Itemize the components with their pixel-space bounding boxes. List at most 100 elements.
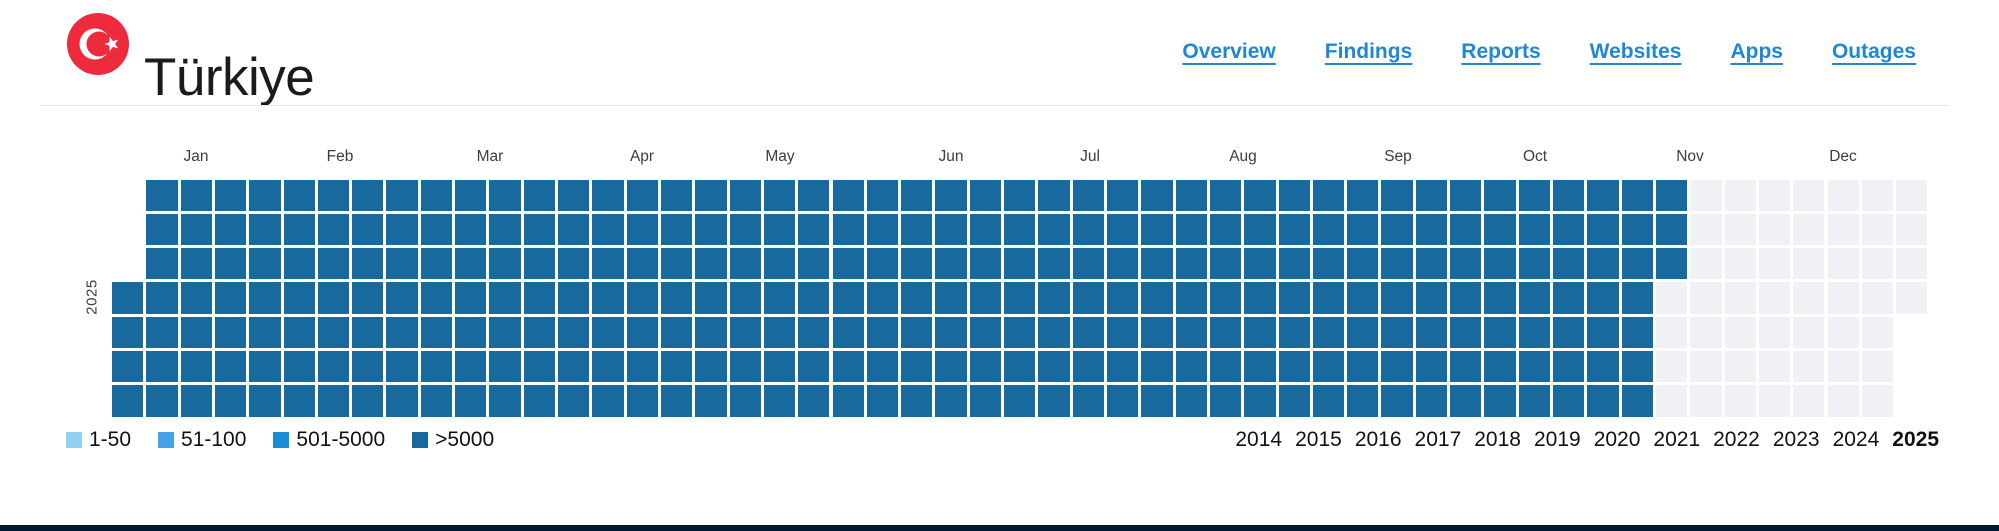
day-cell-empty[interactable] bbox=[1793, 248, 1825, 280]
day-cell-measured[interactable] bbox=[1312, 213, 1345, 246]
day-cell-measured[interactable] bbox=[695, 316, 727, 349]
day-cell-measured[interactable] bbox=[1106, 385, 1139, 417]
day-cell-measured[interactable] bbox=[455, 385, 487, 417]
day-cell-measured[interactable] bbox=[420, 351, 453, 383]
day-cell-measured[interactable] bbox=[420, 316, 453, 349]
day-cell-measured[interactable] bbox=[626, 351, 658, 383]
day-cell-measured[interactable] bbox=[660, 385, 693, 417]
day-cell-measured[interactable] bbox=[626, 248, 658, 280]
day-cell-measured[interactable] bbox=[901, 351, 933, 383]
day-cell-measured[interactable] bbox=[180, 282, 212, 314]
day-cell-measured[interactable] bbox=[317, 282, 350, 314]
nav-link-outages[interactable]: Outages bbox=[1831, 40, 1916, 63]
day-cell-measured[interactable] bbox=[1141, 179, 1173, 211]
day-cell-measured[interactable] bbox=[1004, 385, 1036, 417]
year-option-2022[interactable]: 2022 bbox=[1713, 428, 1760, 451]
day-cell-measured[interactable] bbox=[866, 213, 899, 246]
day-cell-measured[interactable] bbox=[1415, 179, 1448, 211]
day-cell-measured[interactable] bbox=[1175, 282, 1207, 314]
day-cell-measured[interactable] bbox=[1587, 351, 1619, 383]
day-cell-measured[interactable] bbox=[1072, 282, 1104, 314]
day-cell-empty[interactable] bbox=[1724, 248, 1756, 280]
day-cell-empty[interactable] bbox=[1655, 385, 1688, 417]
day-cell-measured[interactable] bbox=[1278, 316, 1310, 349]
day-cell-empty[interactable] bbox=[1724, 282, 1756, 314]
day-cell-measured[interactable] bbox=[1038, 282, 1070, 314]
day-cell-measured[interactable] bbox=[214, 316, 247, 349]
day-cell-measured[interactable] bbox=[1415, 316, 1448, 349]
day-cell-measured[interactable] bbox=[695, 385, 727, 417]
day-cell-measured[interactable] bbox=[1553, 316, 1585, 349]
day-cell-measured[interactable] bbox=[386, 248, 418, 280]
day-cell-empty[interactable] bbox=[1690, 385, 1722, 417]
day-cell-measured[interactable] bbox=[1347, 385, 1379, 417]
day-cell-measured[interactable] bbox=[866, 179, 899, 211]
day-cell-measured[interactable] bbox=[1484, 213, 1516, 246]
day-cell-measured[interactable] bbox=[1415, 213, 1448, 246]
day-cell-measured[interactable] bbox=[1450, 248, 1482, 280]
day-cell-measured[interactable] bbox=[1621, 179, 1653, 211]
day-cell-measured[interactable] bbox=[935, 316, 967, 349]
day-cell-measured[interactable] bbox=[1175, 385, 1207, 417]
day-cell-measured[interactable] bbox=[180, 248, 212, 280]
day-cell-empty[interactable] bbox=[1758, 385, 1791, 417]
day-cell-measured[interactable] bbox=[1484, 282, 1516, 314]
day-cell-measured[interactable] bbox=[214, 213, 247, 246]
day-cell-measured[interactable] bbox=[729, 248, 761, 280]
day-cell-measured[interactable] bbox=[146, 248, 178, 280]
day-cell-measured[interactable] bbox=[1587, 248, 1619, 280]
day-cell-measured[interactable] bbox=[1004, 351, 1036, 383]
year-option-2016[interactable]: 2016 bbox=[1354, 428, 1402, 451]
day-cell-measured[interactable] bbox=[1072, 351, 1104, 383]
day-cell-measured[interactable] bbox=[455, 213, 487, 246]
day-cell-measured[interactable] bbox=[798, 316, 830, 349]
day-cell-empty[interactable] bbox=[1827, 213, 1859, 246]
day-cell-measured[interactable] bbox=[1106, 316, 1139, 349]
day-cell-measured[interactable] bbox=[1518, 248, 1550, 280]
day-cell-empty[interactable] bbox=[1690, 316, 1722, 349]
day-cell-measured[interactable] bbox=[695, 282, 727, 314]
day-cell-measured[interactable] bbox=[832, 248, 864, 280]
year-option-2025[interactable]: 2025 bbox=[1892, 428, 1939, 451]
nav-link-findings[interactable]: Findings bbox=[1324, 40, 1413, 63]
day-cell-measured[interactable] bbox=[558, 248, 590, 280]
day-cell-measured[interactable] bbox=[1381, 179, 1413, 211]
day-cell-measured[interactable] bbox=[1381, 213, 1413, 246]
day-cell-measured[interactable] bbox=[832, 179, 864, 211]
day-cell-measured[interactable] bbox=[1655, 248, 1688, 280]
day-cell-measured[interactable] bbox=[1038, 179, 1070, 211]
day-cell-empty[interactable] bbox=[1758, 316, 1791, 349]
day-cell-measured[interactable] bbox=[1038, 316, 1070, 349]
day-cell-measured[interactable] bbox=[1072, 179, 1104, 211]
day-cell-measured[interactable] bbox=[1381, 248, 1413, 280]
day-cell-measured[interactable] bbox=[1450, 316, 1482, 349]
day-cell-measured[interactable] bbox=[489, 351, 521, 383]
day-cell-measured[interactable] bbox=[969, 351, 1002, 383]
nav-link-apps[interactable]: Apps bbox=[1730, 40, 1783, 63]
day-cell-measured[interactable] bbox=[352, 179, 384, 211]
year-option-2014[interactable]: 2014 bbox=[1235, 428, 1283, 451]
day-cell-empty[interactable] bbox=[1690, 282, 1722, 314]
day-cell-measured[interactable] bbox=[695, 179, 727, 211]
day-cell-measured[interactable] bbox=[214, 351, 247, 383]
day-cell-measured[interactable] bbox=[146, 351, 178, 383]
day-cell-measured[interactable] bbox=[1278, 282, 1310, 314]
day-cell-measured[interactable] bbox=[386, 282, 418, 314]
day-cell-measured[interactable] bbox=[249, 351, 281, 383]
day-cell-measured[interactable] bbox=[146, 385, 178, 417]
day-cell-measured[interactable] bbox=[1621, 248, 1653, 280]
day-cell-measured[interactable] bbox=[214, 248, 247, 280]
day-cell-empty[interactable] bbox=[1724, 385, 1756, 417]
day-cell-measured[interactable] bbox=[1175, 351, 1207, 383]
day-cell-measured[interactable] bbox=[249, 248, 281, 280]
day-cell-measured[interactable] bbox=[180, 351, 212, 383]
day-cell-empty[interactable] bbox=[1724, 179, 1756, 211]
day-cell-measured[interactable] bbox=[1415, 351, 1448, 383]
day-cell-measured[interactable] bbox=[1518, 351, 1550, 383]
day-cell-measured[interactable] bbox=[1312, 351, 1345, 383]
day-cell-measured[interactable] bbox=[1381, 351, 1413, 383]
day-cell-measured[interactable] bbox=[1553, 282, 1585, 314]
day-cell-measured[interactable] bbox=[763, 316, 796, 349]
day-cell-measured[interactable] bbox=[1621, 316, 1653, 349]
day-cell-measured[interactable] bbox=[112, 282, 144, 314]
